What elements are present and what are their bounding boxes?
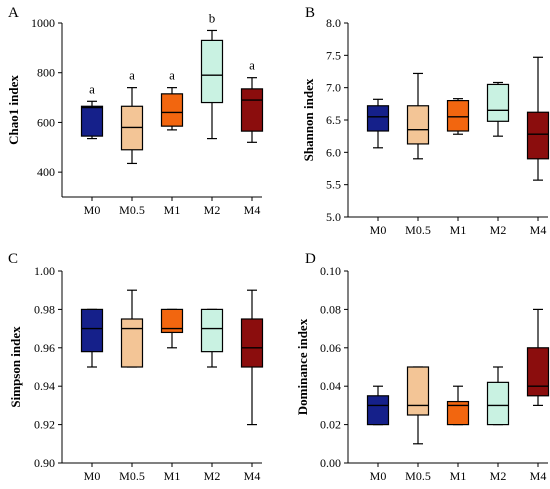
box-m0 bbox=[80, 105, 104, 137]
y-tick-label: 400 bbox=[37, 165, 55, 179]
box-m1 bbox=[446, 400, 470, 426]
y-tick-label: 8.0 bbox=[326, 16, 341, 30]
x-tick-label: M0.5 bbox=[119, 469, 145, 483]
x-tick-label: M0.5 bbox=[405, 469, 431, 483]
y-tick-label: 0.96 bbox=[34, 341, 55, 355]
y-axis-title: Shannon index bbox=[301, 78, 316, 161]
box-m0 bbox=[80, 308, 104, 353]
panel-letter: B bbox=[305, 5, 315, 21]
y-tick-label: 0.08 bbox=[320, 302, 341, 316]
x-tick-label: M2 bbox=[490, 223, 507, 237]
x-tick-label: M2 bbox=[490, 469, 507, 483]
panel-letter: C bbox=[8, 251, 18, 267]
x-tick-label: M4 bbox=[530, 223, 547, 237]
y-tick-label: 0.06 bbox=[320, 341, 341, 355]
y-tick-label: 5.0 bbox=[326, 210, 341, 224]
panel-b: B 5.0 5.5 6.0 6.5 7.0 7.5 8.0 Shannon index M0 M0.… bbox=[301, 5, 550, 237]
x-tick-label: M0 bbox=[84, 203, 101, 217]
x-tick-label: M0 bbox=[84, 469, 101, 483]
box-m0_5 bbox=[120, 318, 144, 368]
y-tick-label: 6.0 bbox=[326, 145, 341, 159]
box-m0 bbox=[366, 105, 390, 132]
box-m0_5 bbox=[406, 366, 430, 416]
y-tick-label: 0.02 bbox=[320, 418, 341, 432]
y-tick-label: 0.92 bbox=[34, 418, 55, 432]
y-tick-label: 800 bbox=[37, 66, 55, 80]
significance-letter: a bbox=[249, 58, 255, 73]
y-tick-label: 1000 bbox=[31, 16, 55, 30]
x-tick-label: M1 bbox=[450, 223, 467, 237]
box-m0_5 bbox=[406, 105, 430, 145]
box-m4 bbox=[240, 88, 264, 132]
x-tick-label: M1 bbox=[164, 469, 181, 483]
y-tick-label: 0.90 bbox=[34, 456, 55, 470]
x-tick-label: M4 bbox=[244, 469, 261, 483]
y-tick-label: 7.5 bbox=[326, 48, 341, 62]
box-m1 bbox=[446, 99, 470, 132]
panel-d: D 0.00 0.02 0.04 0.06 0.08 0.10 Dominance index… bbox=[295, 251, 550, 483]
box-m2 bbox=[486, 381, 510, 426]
box-m2 bbox=[486, 83, 510, 122]
panel-letter: A bbox=[8, 5, 19, 21]
panel-letter: D bbox=[305, 251, 316, 267]
y-axis-title: Simpson index bbox=[8, 326, 23, 408]
significance-letter: a bbox=[89, 81, 95, 96]
y-tick-label: 7.0 bbox=[326, 81, 341, 95]
x-tick-label: M2 bbox=[204, 469, 221, 483]
box-m2 bbox=[200, 39, 224, 104]
x-tick-label: M0 bbox=[370, 469, 387, 483]
y-tick-label: 0.98 bbox=[34, 302, 55, 316]
box-m0 bbox=[366, 395, 390, 426]
significance-letter: a bbox=[129, 68, 135, 83]
significance-letter: a bbox=[169, 68, 175, 83]
x-tick-label: M1 bbox=[450, 469, 467, 483]
x-tick-label: M0.5 bbox=[119, 203, 145, 217]
x-tick-label: M0 bbox=[370, 223, 387, 237]
box-m1 bbox=[160, 93, 184, 127]
y-axis-title: Dominance index bbox=[295, 318, 310, 415]
y-tick-label: 0.10 bbox=[320, 264, 341, 278]
y-tick-label: 0.00 bbox=[320, 456, 341, 470]
y-tick-label: 0.94 bbox=[34, 379, 55, 393]
box-m4 bbox=[526, 347, 550, 397]
x-tick-label: M0.5 bbox=[405, 223, 431, 237]
y-tick-label: 5.5 bbox=[326, 178, 341, 192]
significance-letter: b bbox=[209, 10, 216, 25]
panel-a: A 400 600 800 1000 Chao1 index M0 a M0.5 a M1 a M2 b M… bbox=[6, 5, 264, 217]
y-tick-label: 6.5 bbox=[326, 113, 341, 127]
box-m4 bbox=[526, 111, 550, 160]
box-m1 bbox=[160, 308, 184, 334]
panel-c: C 0.90 0.92 0.94 0.96 0.98 1.00 Simpson index M0… bbox=[8, 251, 264, 483]
x-tick-label: M4 bbox=[244, 203, 261, 217]
x-tick-label: M4 bbox=[530, 469, 547, 483]
y-tick-label: 600 bbox=[37, 115, 55, 129]
y-tick-label: 1.00 bbox=[34, 264, 55, 278]
x-tick-label: M2 bbox=[204, 203, 221, 217]
box-m4 bbox=[240, 318, 264, 368]
y-axis-title: Chao1 index bbox=[6, 75, 21, 145]
y-tick-label: 0.04 bbox=[320, 379, 341, 393]
x-tick-label: M1 bbox=[164, 203, 181, 217]
box-m2 bbox=[200, 308, 224, 353]
